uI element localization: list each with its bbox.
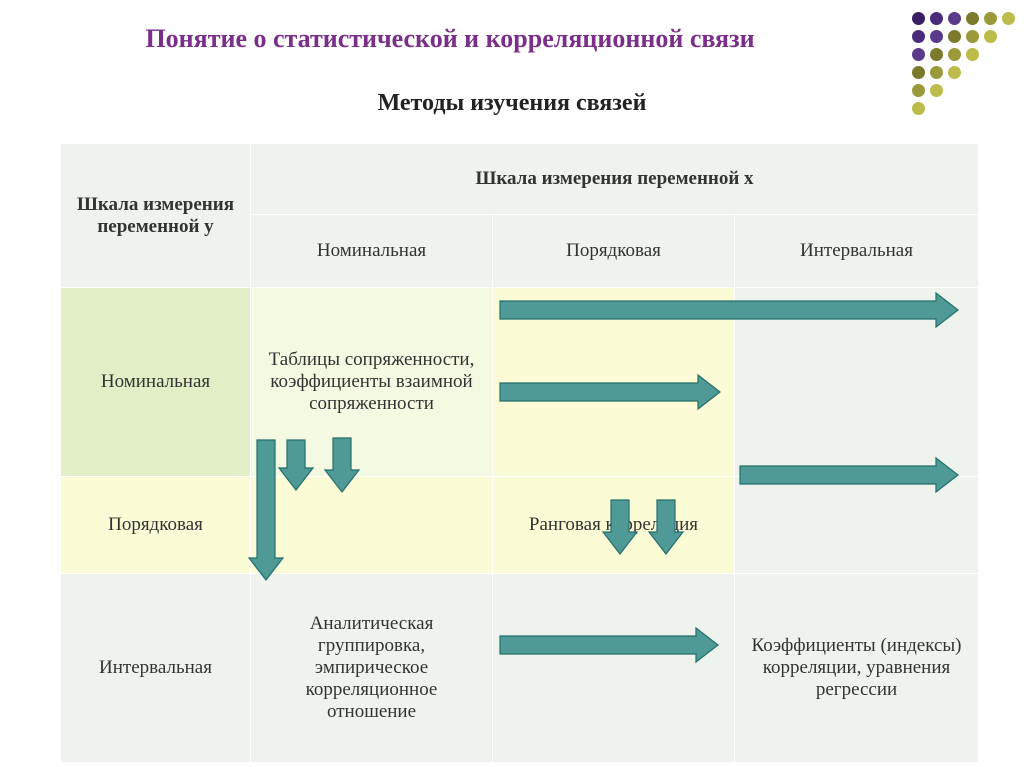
row-label-interval: Интервальная — [61, 574, 251, 763]
row-axis-label: Шкала измерения переменной у — [61, 144, 251, 288]
cell-ordinal-interval — [735, 477, 979, 574]
page-subtitle: Методы изучения связей — [0, 90, 1024, 117]
row-ordinal: Порядковая Ранговая корреляция — [61, 477, 979, 574]
row-nominal: Номинальная Таблицы сопряженности, коэфф… — [61, 288, 979, 477]
cell-interval-nominal: Аналитическая группировка, эмпирическое … — [251, 574, 493, 763]
cell-interval-ordinal — [493, 574, 735, 763]
cell-ordinal-nominal — [251, 477, 493, 574]
row-interval: Интервальная Аналитическая группировка, … — [61, 574, 979, 763]
col-header-nominal: Номинальная — [251, 215, 493, 288]
cell-nominal-nominal: Таблицы сопряженности, коэффициенты взаи… — [251, 288, 493, 477]
methods-table: Шкала измерения переменной у Шкала измер… — [60, 143, 979, 763]
cell-nominal-interval — [735, 288, 979, 477]
col-header-ordinal: Порядковая — [493, 215, 735, 288]
row-label-nominal: Номинальная — [61, 288, 251, 477]
dot-ornament — [912, 12, 1016, 116]
page-title: Понятие о статистической и корреляционно… — [0, 24, 900, 54]
header-row-1: Шкала измерения переменной у Шкала измер… — [61, 144, 979, 215]
col-axis-label: Шкала измерения переменной х — [251, 144, 979, 215]
col-header-interval: Интервальная — [735, 215, 979, 288]
cell-interval-interval: Коэффициенты (индексы) корреляции, уравн… — [735, 574, 979, 763]
row-label-ordinal: Порядковая — [61, 477, 251, 574]
cell-ordinal-ordinal: Ранговая корреляция — [493, 477, 735, 574]
cell-nominal-ordinal — [493, 288, 735, 477]
slide: Понятие о статистической и корреляционно… — [0, 0, 1024, 767]
